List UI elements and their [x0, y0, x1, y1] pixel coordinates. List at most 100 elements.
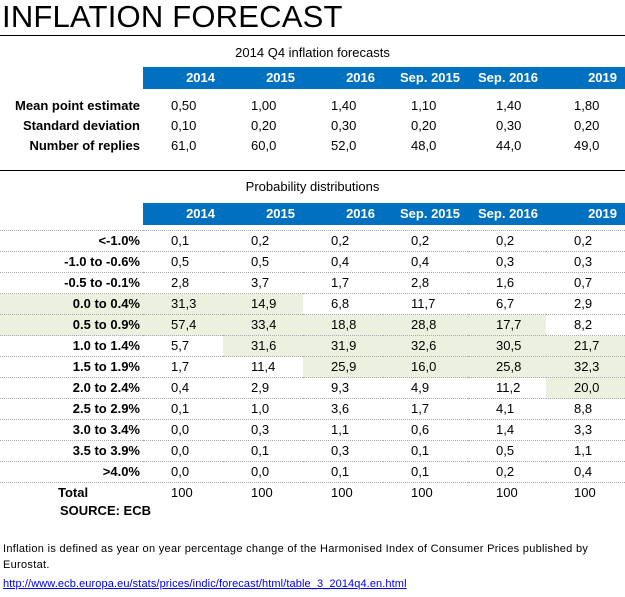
- table-cell: 1,6: [468, 272, 546, 294]
- table-cell: 0,2: [223, 230, 303, 252]
- table-row: 2.5 to 2.9% 0,1 1,0 3,6 1,7 4,1 8,8: [0, 398, 625, 420]
- table-row: 0.5 to 0.9% 57,4 33,4 18,8 28,8 17,7 8,2: [0, 314, 625, 336]
- table-cell: 0,2: [303, 230, 383, 252]
- table-cell: 1,4: [468, 419, 546, 441]
- table-cell: 44,0: [496, 138, 522, 153]
- row-label: Mean point estimate: [15, 98, 140, 113]
- table-cell: 16,0: [383, 356, 468, 378]
- table-cell: 32,3: [546, 356, 625, 378]
- table-cell: 57,4: [143, 314, 223, 336]
- table-cell: 0,2: [468, 230, 546, 252]
- header-blank: [0, 203, 143, 225]
- row-label: Standard deviation: [22, 118, 140, 133]
- table-cell: 4,1: [468, 398, 546, 420]
- row-label: >4.0%: [0, 461, 143, 483]
- table-cell: 0,0: [143, 461, 223, 483]
- table-row: Mean point estimate 0,50 1,00 1,40 1,10 …: [0, 96, 625, 116]
- table-cell: 100: [574, 485, 596, 500]
- row-label: -0.5 to -0.1%: [0, 272, 143, 294]
- section1-caption: 2014 Q4 inflation forecasts: [235, 45, 390, 60]
- table-cell: 1,80: [574, 98, 600, 113]
- table-cell: 0,5: [143, 251, 223, 273]
- table-cell: 33,4: [223, 314, 303, 336]
- table-cell: 0,50: [171, 98, 197, 113]
- table-cell: 0,30: [496, 118, 522, 133]
- table-cell: 0,6: [383, 419, 468, 441]
- section2-caption: Probability distributions: [245, 179, 380, 194]
- table-cell: 0,1: [143, 230, 223, 252]
- table-row: 1.0 to 1.4% 5,7 31,6 31,9 32,6 30,5 21,7: [0, 335, 625, 357]
- table-cell: 30,5: [468, 335, 546, 357]
- table-cell: 52,0: [331, 138, 357, 153]
- table-cell: 31,3: [143, 293, 223, 315]
- table-cell: 0,1: [303, 461, 383, 483]
- table-cell: 31,9: [303, 335, 383, 357]
- table-cell: 0,4: [143, 377, 223, 399]
- table-cell: 2,9: [223, 377, 303, 399]
- table-cell: 1,7: [303, 272, 383, 294]
- column-header: 2015: [223, 67, 303, 89]
- table-cell: 1,7: [383, 398, 468, 420]
- column-header: Sep. 2015: [383, 203, 468, 225]
- table-row: -1.0 to -0.6% 0,5 0,5 0,4 0,4 0,3 0,3: [0, 251, 625, 273]
- row-label: 2.0 to 2.4%: [0, 377, 143, 399]
- table-cell: 1,40: [331, 98, 357, 113]
- header-blank: [0, 67, 143, 89]
- table-cell: 6,8: [303, 293, 383, 315]
- table-cell: 0,0: [143, 440, 223, 462]
- row-label: 0.5 to 0.9%: [0, 314, 143, 336]
- column-header: 2015: [223, 203, 303, 225]
- source-link[interactable]: http://www.ecb.europa.eu/stats/prices/in…: [3, 578, 407, 590]
- table-cell: 8,2: [546, 314, 625, 336]
- table-cell: 0,5: [468, 440, 546, 462]
- row-label: Number of replies: [29, 138, 140, 153]
- table-row: 3.5 to 3.9% 0,0 0,1 0,3 0,1 0,5 1,1: [0, 440, 625, 462]
- table-cell: 0,4: [303, 251, 383, 273]
- table-cell: 2,9: [546, 293, 625, 315]
- table-cell: 0,1: [143, 398, 223, 420]
- table-cell: 1,7: [143, 356, 223, 378]
- table-cell: 1,10: [411, 98, 437, 113]
- row-label: -1.0 to -0.6%: [0, 251, 143, 273]
- row-label: <-1.0%: [0, 230, 143, 252]
- table-row: -0.5 to -0.1% 2,8 3,7 1,7 2,8 1,6 0,7: [0, 272, 625, 294]
- probability-table: 2014 2015 2016 Sep. 2015 Sep. 2016 2019 …: [0, 203, 625, 503]
- column-header: 2016: [303, 67, 383, 89]
- column-header: Sep. 2016: [468, 67, 546, 89]
- table-cell: 3,3: [546, 419, 625, 441]
- total-row: Total 100 100 100 100 100 100: [0, 483, 625, 504]
- table-cell: 0,3: [223, 419, 303, 441]
- footnote: Inflation is defined as year on year per…: [3, 543, 589, 571]
- table-cell: 0,3: [546, 251, 625, 273]
- table-cell: 9,3: [303, 377, 383, 399]
- table-cell: 0,3: [303, 440, 383, 462]
- table-cell: 100: [171, 485, 193, 500]
- row-label: 1.0 to 1.4%: [0, 335, 143, 357]
- table-cell: 100: [411, 485, 433, 500]
- table-cell: 0,4: [546, 461, 625, 483]
- table-row: <-1.0% 0,1 0,2 0,2 0,2 0,2 0,2: [0, 230, 625, 252]
- table-cell: 32,6: [383, 335, 468, 357]
- table-cell: 61,0: [171, 138, 197, 153]
- table-row: >4.0% 0,0 0,0 0,1 0,1 0,2 0,4: [0, 461, 625, 483]
- table-cell: 0,2: [383, 230, 468, 252]
- row-label: 2.5 to 2.9%: [0, 398, 143, 420]
- table-cell: 0,3: [468, 251, 546, 273]
- table-cell: 8,8: [546, 398, 625, 420]
- table-row: 2.0 to 2.4% 0,4 2,9 9,3 4,9 11,2 20,0: [0, 377, 625, 399]
- source-label: SOURCE: ECB: [60, 503, 152, 518]
- table-cell: 1,1: [303, 419, 383, 441]
- table-cell: 0,20: [574, 118, 600, 133]
- table-cell: 0,10: [171, 118, 197, 133]
- row-label: 0.0 to 0.4%: [0, 293, 143, 315]
- table-cell: 20,0: [546, 377, 625, 399]
- table-cell: 0,2: [468, 461, 546, 483]
- divider: [0, 170, 625, 171]
- table-cell: 6,7: [468, 293, 546, 315]
- column-header: Sep. 2016: [468, 203, 546, 225]
- table-cell: 25,9: [303, 356, 383, 378]
- table-cell: 4,9: [383, 377, 468, 399]
- table-cell: 0,0: [143, 419, 223, 441]
- table-cell: 0,2: [546, 230, 625, 252]
- table-cell: 0,1: [383, 440, 468, 462]
